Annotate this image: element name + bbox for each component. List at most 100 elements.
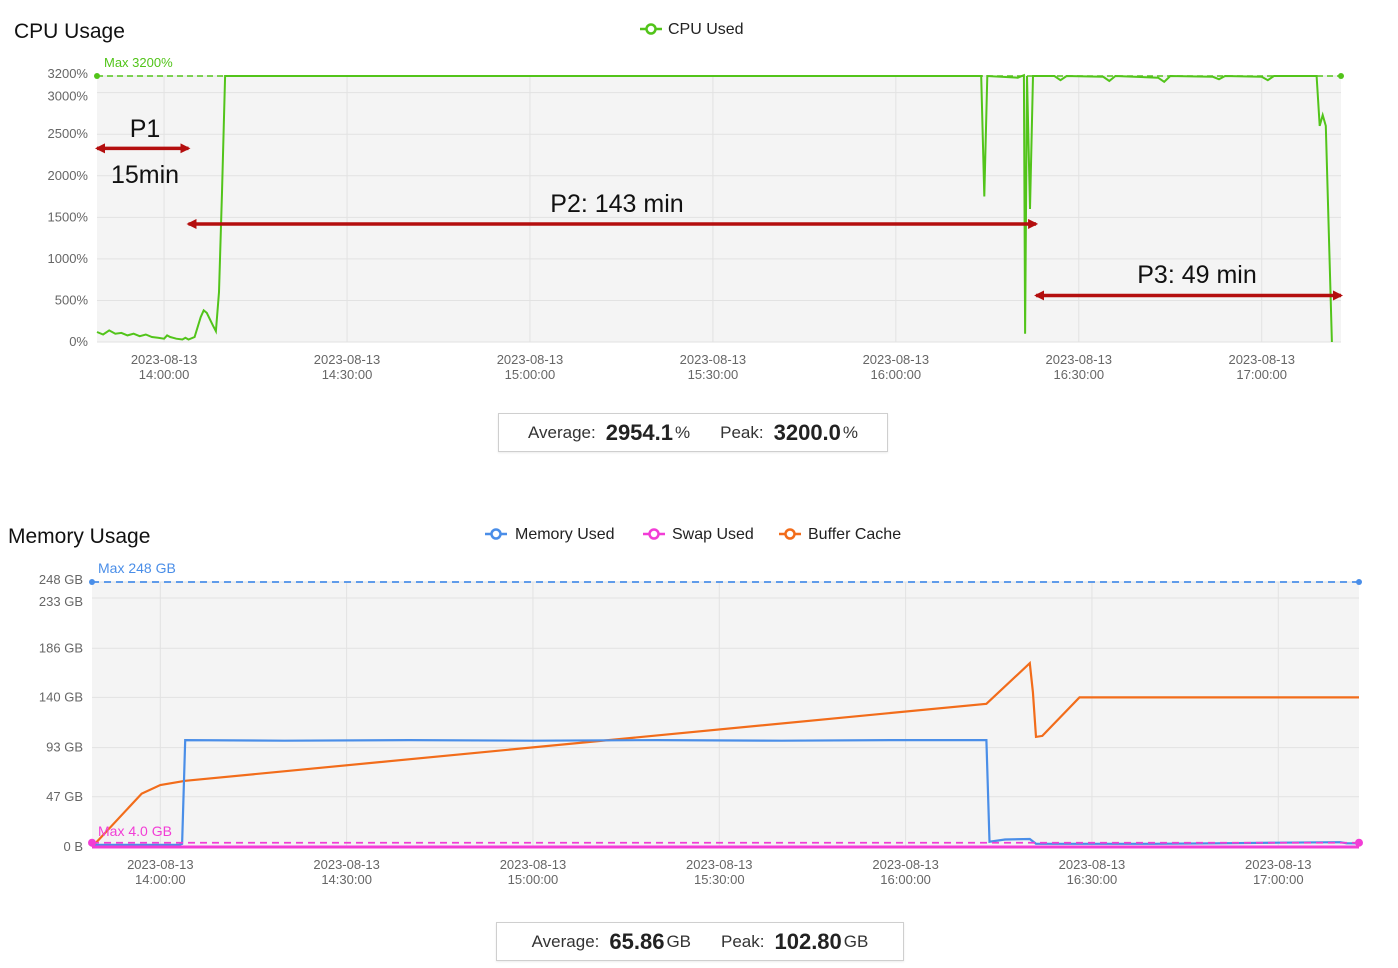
y-tick-label: 248 GB xyxy=(39,572,83,587)
annotation-label: P1 xyxy=(130,115,161,143)
x-tick-time: 14:00:00 xyxy=(135,872,186,887)
cpu-chart-title: CPU Usage xyxy=(14,20,125,43)
memory-x-axis: 2023-08-1314:00:002023-08-1314:30:002023… xyxy=(127,857,1311,887)
cpu-legend-marker xyxy=(645,23,657,35)
cpu-legend[interactable]: CPU Used xyxy=(640,21,744,38)
x-tick-date: 2023-08-13 xyxy=(127,857,194,872)
memory-peak-value: 102.80 xyxy=(774,928,842,954)
x-tick-date: 2023-08-13 xyxy=(1228,352,1295,367)
swap-used-legend-marker xyxy=(648,528,660,540)
x-tick-time: 15:30:00 xyxy=(694,872,745,887)
x-tick-time: 17:00:00 xyxy=(1253,872,1304,887)
cpu-legend-label: CPU Used xyxy=(668,21,744,38)
cpu-max-label: Max 3200% xyxy=(104,55,173,70)
cpu-gridlines xyxy=(97,75,1341,343)
y-tick-label: 3000% xyxy=(48,89,89,104)
x-tick-date: 2023-08-13 xyxy=(500,857,567,872)
cpu-summary-box: Average: 2954.1 % Peak: 3200.0 % xyxy=(498,413,888,452)
x-tick-time: 16:00:00 xyxy=(871,367,922,382)
cpu-y-axis: 0% 500% 1000% 1500% 2000% 2500% 3000% 3200% xyxy=(48,66,89,349)
x-tick-time: 16:30:00 xyxy=(1067,872,1118,887)
x-tick-date: 2023-08-13 xyxy=(680,352,747,367)
cpu-average-value: 2954.1 xyxy=(605,419,673,445)
memory-max-line-end xyxy=(1356,579,1362,585)
annotation-label: P3: 49 min xyxy=(1137,261,1257,289)
cpu-max-line-start xyxy=(94,73,100,79)
x-tick-date: 2023-08-13 xyxy=(872,857,939,872)
memory-chart: Memory Usage Memory Used Swap Used Buffe… xyxy=(8,525,1363,887)
memory-chart-title: Memory Usage xyxy=(8,525,150,548)
cpu-peak-value: 3200.0 xyxy=(773,419,841,445)
x-tick-time: 14:00:00 xyxy=(139,367,190,382)
swap-max-line-start xyxy=(88,838,96,847)
memory-max-label: Max 248 GB xyxy=(98,560,176,576)
y-tick-label: 1000% xyxy=(48,251,89,266)
cpu-max-line-end xyxy=(1338,73,1344,79)
y-tick-label: 186 GB xyxy=(39,640,83,655)
buffer-cache-legend-marker xyxy=(784,528,796,540)
x-tick-time: 14:30:00 xyxy=(321,872,372,887)
buffer-cache-legend-label: Buffer Cache xyxy=(808,526,901,543)
cpu-used-line[interactable] xyxy=(96,73,1333,343)
x-tick-time: 14:30:00 xyxy=(322,367,373,382)
y-tick-label: 47 GB xyxy=(46,789,83,804)
cpu-chart: CPU Usage CPU Used 0% 500% 1000% 1500% 2000%… xyxy=(14,20,1344,382)
x-tick-time: 16:30:00 xyxy=(1053,367,1104,382)
swap-used-legend-label: Swap Used xyxy=(672,526,754,543)
y-tick-label: 140 GB xyxy=(39,689,83,704)
y-tick-label: 233 GB xyxy=(39,594,83,609)
cpu-average-label: Average: xyxy=(527,422,596,442)
y-tick-label: 500% xyxy=(55,292,89,307)
cpu-x-axis: 2023-08-1314:00:002023-08-1314:30:002023… xyxy=(131,352,1295,382)
memory-used-legend-label: Memory Used xyxy=(515,526,615,543)
memory-y-axis: 0 B 47 GB 93 GB 140 GB 186 GB 233 GB 248 GB xyxy=(39,572,83,854)
y-tick-label: 0 B xyxy=(63,839,83,854)
y-tick-label: 2500% xyxy=(48,126,89,141)
y-tick-label: 93 GB xyxy=(46,740,83,755)
x-tick-time: 17:00:00 xyxy=(1236,367,1287,382)
x-tick-time: 15:00:00 xyxy=(508,872,559,887)
buffer-cache-line[interactable] xyxy=(91,660,1359,848)
x-tick-date: 2023-08-13 xyxy=(1059,857,1126,872)
memory-average-unit: GB xyxy=(666,931,691,951)
memory-average-label: Average: xyxy=(531,931,600,951)
x-tick-date: 2023-08-13 xyxy=(1046,352,1113,367)
y-tick-label: 0% xyxy=(69,334,88,349)
x-tick-time: 15:30:00 xyxy=(688,367,739,382)
memory-plot-area xyxy=(92,582,1359,847)
annotation-sub-label: 15min xyxy=(111,161,179,189)
x-tick-time: 16:00:00 xyxy=(880,872,931,887)
memory-max-line-start xyxy=(89,579,95,585)
x-tick-date: 2023-08-13 xyxy=(313,857,380,872)
swap-max-label: Max 4.0 GB xyxy=(98,823,172,839)
cpu-average-unit: % xyxy=(675,422,691,442)
memory-peak-label: Peak: xyxy=(721,931,765,951)
annotation-label: P2: 143 min xyxy=(550,190,683,218)
memory-used-legend-marker xyxy=(490,528,502,540)
memory-summary-box: Average: 65.86 GB Peak: 102.80 GB xyxy=(496,922,904,961)
y-tick-label: 2000% xyxy=(48,168,89,183)
x-tick-date: 2023-08-13 xyxy=(497,352,564,367)
memory-average-value: 65.86 xyxy=(609,928,665,954)
x-tick-date: 2023-08-13 xyxy=(686,857,753,872)
x-tick-date: 2023-08-13 xyxy=(863,352,930,367)
cpu-plot-area xyxy=(97,76,1341,342)
memory-legend[interactable]: Memory Used Swap Used Buffer Cache xyxy=(485,526,901,543)
x-tick-time: 15:00:00 xyxy=(505,367,556,382)
y-tick-label: 3200% xyxy=(48,66,89,81)
memory-peak-unit: GB xyxy=(843,931,869,951)
x-tick-date: 2023-08-13 xyxy=(1245,857,1312,872)
cpu-peak-label: Peak: xyxy=(720,422,764,442)
